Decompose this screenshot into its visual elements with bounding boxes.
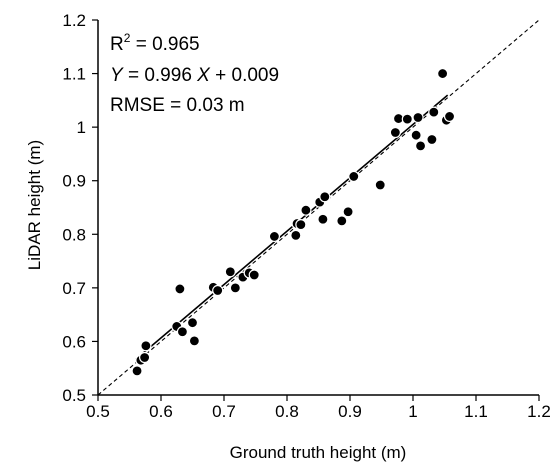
y-tick-label: 0.8 xyxy=(62,225,86,244)
regression-equation: Y = 0.996 X + 0.009 xyxy=(110,65,279,86)
data-point xyxy=(224,266,236,278)
data-point xyxy=(374,179,386,191)
data-point xyxy=(300,204,312,216)
data-point xyxy=(186,317,199,329)
r-squared-superscript: 2 xyxy=(124,31,131,45)
data-points xyxy=(131,67,456,377)
y-tick-label: 1.1 xyxy=(62,65,86,84)
data-point xyxy=(426,133,438,146)
r-squared-value: = 0.965 xyxy=(130,34,199,55)
data-point xyxy=(174,283,186,295)
data-point xyxy=(428,106,440,118)
rmse-annotation: RMSE = 0.03 m xyxy=(110,95,245,116)
x-tick-label: 1.2 xyxy=(527,402,551,421)
x-tick-label: 0.7 xyxy=(212,402,236,421)
equation-x: X xyxy=(196,65,211,86)
data-point xyxy=(290,229,302,241)
data-point xyxy=(412,111,424,124)
tick-labels: 0.5 0.6 0.7 0.8 0.9 1 1.1 1.2 0.5 0.6 0.7 0.8 0.9 1 1.… xyxy=(62,11,550,421)
y-tick-label: 0.5 xyxy=(62,386,86,405)
r-squared-annotation: R2 = 0.965 xyxy=(110,31,200,55)
x-tick-label: 0.9 xyxy=(338,402,362,421)
data-point xyxy=(176,326,189,338)
equation-y: Y xyxy=(110,65,124,86)
data-point xyxy=(248,269,260,281)
x-tick-label: 0.6 xyxy=(149,402,173,421)
data-point xyxy=(401,113,413,125)
equation-end: + 0.009 xyxy=(210,65,279,86)
y-tick-label: 0.9 xyxy=(62,172,86,191)
equation-mid: = 0.996 xyxy=(123,65,197,86)
data-point xyxy=(348,170,360,183)
x-tick-label: 0.5 xyxy=(86,402,110,421)
data-point xyxy=(414,140,427,152)
data-point xyxy=(140,340,152,352)
y-tick-label: 0.6 xyxy=(62,332,86,351)
y-tick-label: 1.2 xyxy=(62,11,86,30)
data-point xyxy=(319,191,331,203)
axes xyxy=(92,19,540,401)
x-tick-label: 1.1 xyxy=(464,402,488,421)
data-point xyxy=(342,206,354,218)
regression-fit-line xyxy=(135,94,449,360)
data-point xyxy=(212,284,224,297)
y-tick-label: 1 xyxy=(77,118,86,137)
x-tick-label: 1 xyxy=(408,402,417,421)
data-point xyxy=(443,110,456,123)
data-point xyxy=(131,365,143,377)
data-point xyxy=(139,351,151,364)
data-point xyxy=(389,126,401,139)
fit-line-layer xyxy=(135,94,449,360)
data-point xyxy=(188,335,200,347)
data-point xyxy=(229,282,241,294)
data-point xyxy=(295,219,307,231)
data-point xyxy=(317,213,329,225)
data-point xyxy=(437,67,449,80)
data-point xyxy=(336,215,348,227)
r-squared-base: R xyxy=(110,34,124,55)
x-axis-label: Ground truth height (m) xyxy=(230,443,407,462)
data-point xyxy=(410,129,422,141)
x-tick-label: 0.8 xyxy=(275,402,299,421)
y-axis-label: LiDAR height (m) xyxy=(25,140,44,270)
y-tick-label: 0.7 xyxy=(62,279,86,298)
data-point xyxy=(268,230,280,243)
